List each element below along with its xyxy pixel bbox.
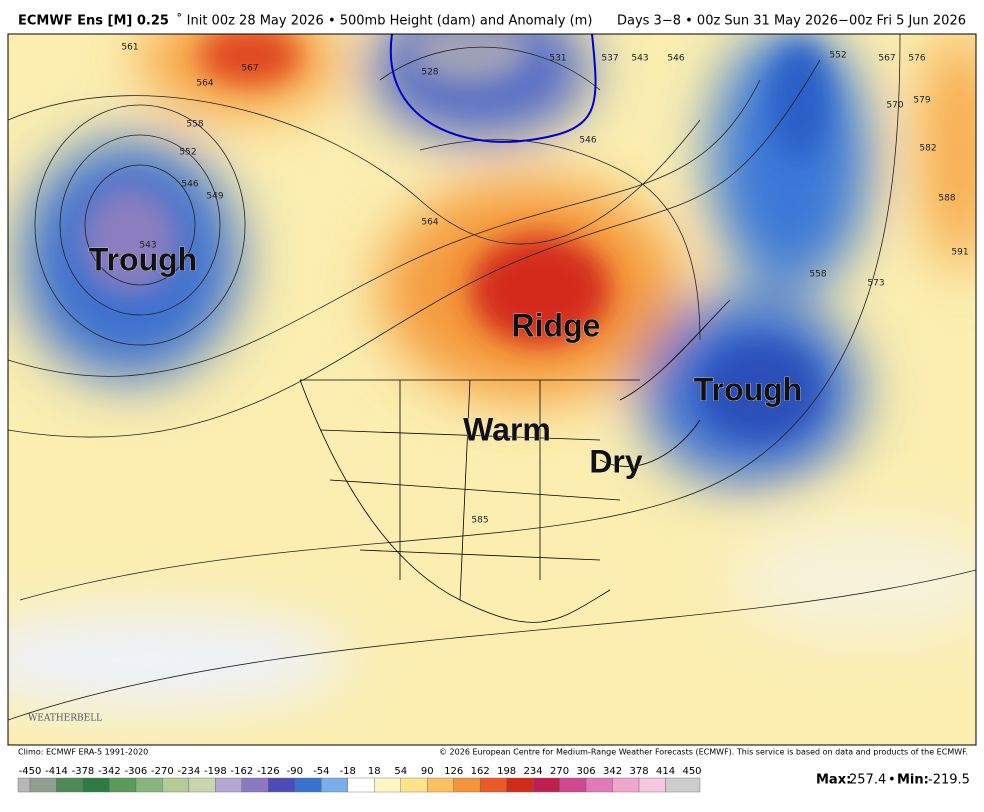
colorbar-swatch: [17, 777, 31, 793]
colorbar-label: 54: [394, 766, 407, 777]
contour-label: 567: [878, 54, 895, 64]
colorbar-swatch: [612, 777, 640, 793]
colorbar-swatch: [241, 777, 269, 793]
title: ECMWF Ens [M] 0.25: [18, 14, 169, 29]
max-label: Max:: [816, 773, 851, 788]
colorbar-label: 414: [656, 766, 675, 777]
contour-label: 528: [421, 68, 438, 78]
colorbar-swatch: [215, 777, 243, 793]
map-label: Ridge: [512, 307, 601, 343]
contour-label: 531: [549, 54, 566, 64]
min-label: Min:: [897, 773, 929, 788]
colorbar-label: -234: [178, 766, 201, 777]
colorbar-label: -198: [204, 766, 227, 777]
colorbar-swatch: [188, 777, 216, 793]
max-value: 257.4: [849, 773, 886, 788]
colorbar-label: 450: [682, 766, 701, 777]
colorbar-label: 342: [603, 766, 622, 777]
colorbar-swatch: [162, 777, 190, 793]
colorbar-swatch: [321, 777, 348, 793]
map-label: Trough: [89, 241, 197, 277]
contour-label: 591: [951, 248, 968, 258]
colorbar-label: 234: [524, 766, 543, 777]
min-value: -219.5: [928, 773, 970, 788]
separator: •: [888, 773, 896, 788]
colorbar-label: 126: [444, 766, 463, 777]
colorbar-swatch: [665, 777, 701, 793]
contour-label: 543: [631, 54, 648, 64]
contour-label: 582: [919, 144, 936, 154]
contour-label: 543: [139, 241, 156, 251]
colorbar-swatch: [374, 777, 401, 793]
colorbar-label: 378: [629, 766, 648, 777]
copyright: © 2026 European Centre for Medium-Range …: [439, 748, 968, 757]
contour-label: 567: [241, 64, 258, 74]
colorbar-swatch: [559, 777, 587, 793]
colorbar-label: 198: [497, 766, 516, 777]
contour-label: 576: [908, 54, 925, 64]
contour-label: 546: [579, 136, 596, 146]
colorbar-swatch: [109, 777, 137, 793]
colorbar-swatch: [82, 777, 110, 793]
contour-label: 561: [121, 43, 138, 53]
colorbar-swatch: [585, 777, 613, 793]
contour-label: 546: [181, 180, 198, 190]
contour-label: 564: [421, 218, 438, 228]
contour-label: 573: [867, 279, 884, 289]
contour-label: 570: [886, 101, 903, 111]
colorbar-swatch: [135, 777, 163, 793]
colorbar-swatch: [347, 777, 375, 793]
climo: Climo: ECMWF ERA-5 1991-2020: [18, 748, 148, 757]
colorbar-label: 90: [421, 766, 434, 777]
colorbar-label: -90: [287, 766, 303, 777]
map-label: Trough: [694, 371, 802, 407]
valid-time: Days 3−8 • 00z Sun 31 May 2026−00z Fri 5…: [617, 14, 966, 29]
colorbar-swatch: [29, 777, 57, 793]
contour-label: 552: [179, 148, 196, 158]
contour-label: 549: [206, 192, 223, 202]
colorbar-swatch: [506, 777, 534, 793]
contour-label: 585: [471, 516, 488, 526]
colorbar-label: -270: [151, 766, 174, 777]
contour-label: 588: [938, 194, 955, 204]
colorbar-label: -306: [125, 766, 148, 777]
contour-label: 546: [667, 54, 684, 64]
colorbar-swatch: [268, 777, 296, 793]
colorbar-label: -54: [313, 766, 329, 777]
colorbar-swatch: [427, 777, 454, 793]
contour-label: 537: [601, 54, 618, 64]
contour-label: 552: [829, 51, 846, 61]
colorbar-label: -162: [230, 766, 253, 777]
map-frame: [7, 33, 977, 746]
contour-label: 558: [809, 270, 826, 280]
colorbar-swatch: [479, 777, 507, 793]
colorbar-label: -378: [72, 766, 95, 777]
colorbar-swatch: [400, 777, 428, 793]
colorbar-label: -414: [45, 766, 68, 777]
contour-label: 558: [186, 120, 203, 130]
colorbar-swatch: [453, 777, 481, 793]
colorbar-label: -18: [340, 766, 356, 777]
colorbar-label: 162: [471, 766, 490, 777]
watermark: WEATHERBELL: [28, 714, 102, 724]
map-label: Dry: [589, 443, 643, 479]
colorbar-label: 306: [577, 766, 596, 777]
colorbar-label: 270: [550, 766, 569, 777]
colorbar-swatch: [56, 777, 84, 793]
contour-label: 579: [913, 96, 930, 106]
colorbar-label: -450: [19, 766, 42, 777]
colorbar-label: 18: [368, 766, 381, 777]
colorbar-swatch: [294, 777, 322, 793]
colorbar-label: -126: [257, 766, 280, 777]
map: [8, 34, 976, 745]
colorbar-swatch: [638, 777, 666, 793]
title-rest: ˚ Init 00z 28 May 2026 • 500mb Height (d…: [176, 13, 592, 29]
map-label: Warm: [463, 411, 551, 447]
colorbar-swatch: [532, 777, 560, 793]
contour-label: 564: [196, 79, 213, 89]
colorbar-label: -342: [98, 766, 121, 777]
